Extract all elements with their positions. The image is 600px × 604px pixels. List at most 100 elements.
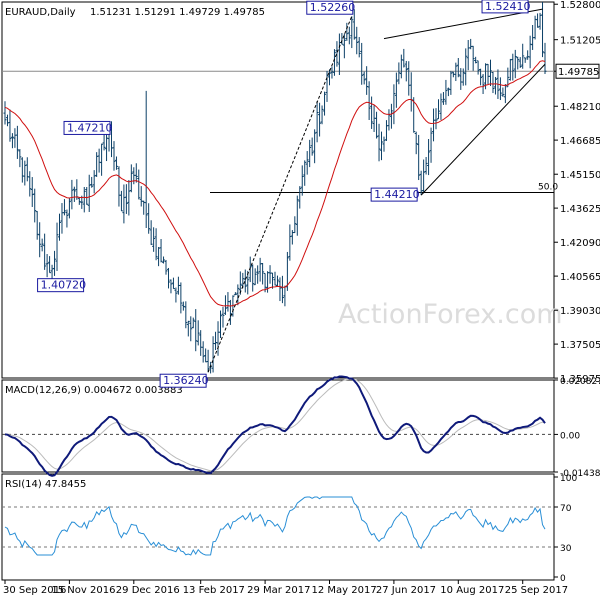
candle [439,93,443,120]
candle [320,105,324,125]
candle [92,170,96,194]
candle [72,186,76,202]
candle [404,60,408,82]
price-annotations: 1.52260 1.52410 1.47210 1.40720 1.36240 1.442… [37,0,531,388]
candle [295,195,299,236]
chart-ohlc: 1.51231 1.51291 1.49729 1.49785 [90,7,265,18]
candle [461,68,465,86]
candle [375,111,379,139]
candle [298,186,302,209]
current-price-box [555,63,600,79]
time-tick-label: 10 Aug 2017 [440,585,504,596]
annotation-label: 1.52260 [310,1,356,14]
candle [184,301,188,329]
candle [124,184,128,214]
macd-indicator: 0.020827 0.00 -0.014386 [2,375,600,479]
candle [417,134,421,181]
candle [134,163,138,183]
candle [127,180,131,216]
candle [323,91,327,116]
price-tick-label: 1.51205 [560,36,600,47]
rsi-label: RSI(14) 47.8455 [5,479,86,490]
rsi-line [4,496,546,556]
candle [57,213,61,241]
candle [476,60,480,75]
candle [181,301,185,311]
candle [196,320,200,346]
upper-channel-line [383,8,543,40]
candle [65,209,69,228]
lower-channel-line [420,63,546,196]
candle [221,306,225,328]
candle [332,49,336,76]
price-tick-label: 1.37505 [560,340,600,351]
macd-tick-label: 0.020827 [560,377,600,387]
candle [166,267,170,289]
candle [62,199,66,216]
annotation-1-44210: 1.44210 [370,187,420,202]
price-tick-label: 1.42090 [560,238,600,249]
candle [18,149,22,168]
annotation-1-52410: 1.52410 [481,0,531,14]
candle [271,272,275,289]
candle [189,316,193,342]
candle [444,79,448,105]
candle [149,220,153,245]
macd-panel [1,379,555,473]
candle [152,227,156,252]
candle [315,101,319,143]
candle [335,41,339,67]
annotation-label: 1.44210 [374,188,420,201]
candle [179,282,183,314]
price-tick-label: 1.45150 [560,170,600,181]
candle [380,131,384,161]
candle [23,160,27,186]
candle [536,13,540,28]
candle [325,70,329,102]
candle [129,164,133,193]
trendlines [207,8,546,373]
candle [389,103,393,129]
price-tick-label: 1.46685 [560,136,600,147]
candle [481,74,485,95]
candle [397,62,401,85]
macd-tick-label: 0.00 [560,431,580,441]
price-tick-label: 1.35975 [560,374,600,385]
rsi-panel [1,473,555,581]
candle [275,275,279,287]
candle [318,102,322,137]
candle [90,176,94,188]
candle [144,90,148,228]
candle [543,42,547,74]
annotation-1-52260: 1.52260 [306,0,356,15]
candle [441,92,445,105]
ma-line [4,60,546,307]
rsi-tick-label: 0 [560,574,566,584]
candle [310,137,314,156]
candle [360,42,364,85]
candle [43,233,47,270]
candle [248,256,252,283]
time-tick-label: 12 May 2017 [311,585,376,596]
candle [201,341,205,363]
time-tick-label: 27 Jun 2017 [376,585,436,596]
rsi-tick-label: 100 [560,474,577,484]
time-tick-label: 29 Mar 2017 [247,585,310,596]
candle [273,271,277,286]
time-tick-label: 15 Nov 2016 [51,585,115,596]
candle [186,320,190,337]
annotation-label: 1.40720 [41,279,87,292]
price-tick-label: 1.43625 [560,204,600,215]
candle [493,76,497,95]
candle [206,349,210,373]
candle [48,256,52,274]
candle [523,57,527,63]
candle [300,165,304,196]
candle [243,269,247,293]
candle [100,143,104,176]
time-tick-label: 13 Feb 2017 [183,585,245,596]
candle [352,9,356,40]
rally-dotted-line [207,16,353,373]
